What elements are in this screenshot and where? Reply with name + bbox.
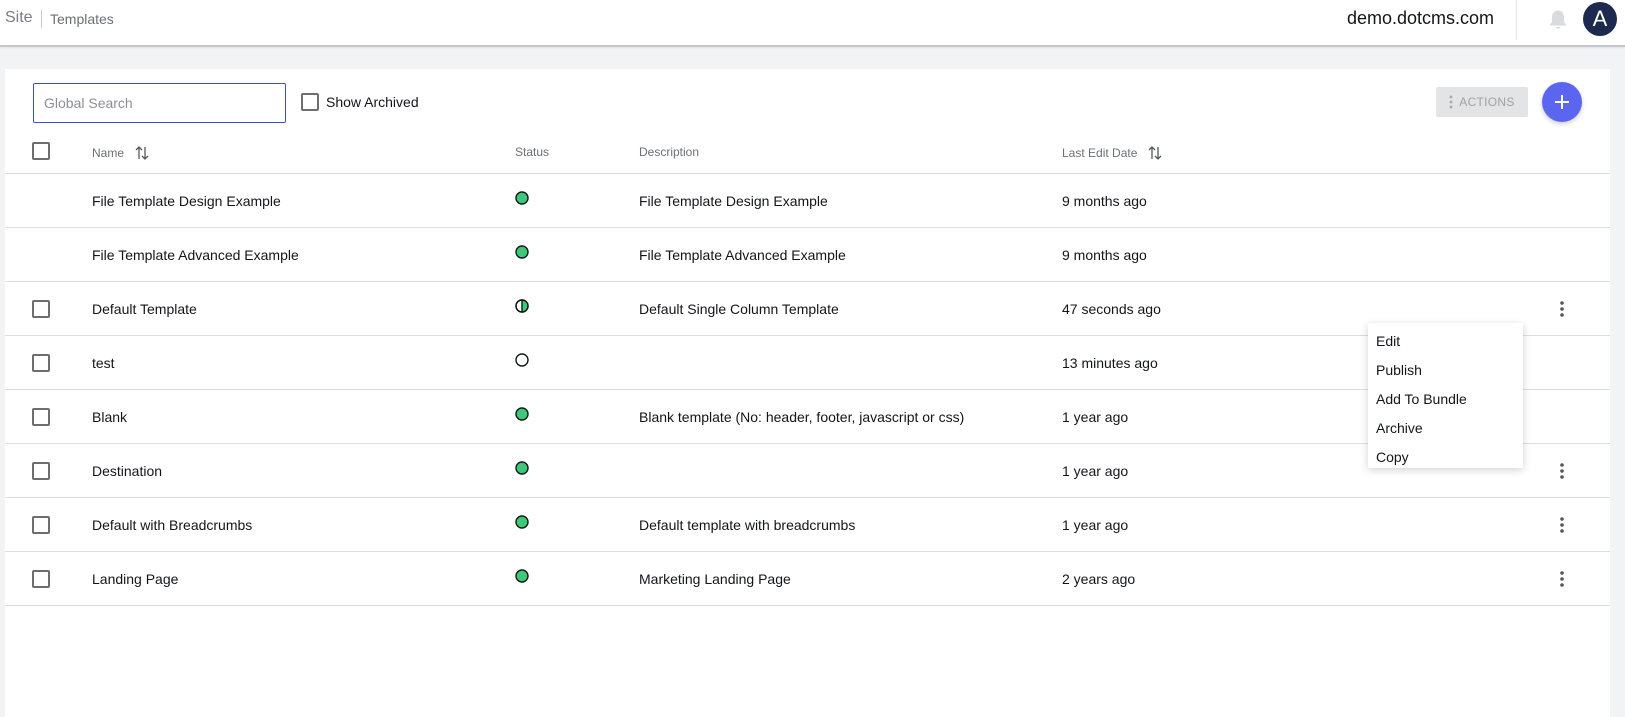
- table-row[interactable]: Landing Page Marketing Landing Page 2 ye…: [5, 552, 1610, 606]
- select-all-checkbox[interactable]: [32, 142, 50, 160]
- template-last-edit: 1 year ago: [1062, 409, 1129, 425]
- template-last-edit: 2 years ago: [1062, 571, 1136, 587]
- table-row[interactable]: File Template Design Example File Templa…: [5, 174, 1610, 228]
- table-row[interactable]: Default Template Default Single Column T…: [5, 282, 1610, 336]
- column-header-name[interactable]: Name: [92, 145, 150, 161]
- kebab-menu-icon[interactable]: [1554, 299, 1570, 319]
- bell-icon[interactable]: [1548, 9, 1568, 31]
- show-archived-toggle[interactable]: Show Archived: [301, 93, 419, 111]
- column-header-status: Status: [515, 145, 550, 159]
- top-bar: Site Templates demo.dotcms.com A: [0, 0, 1625, 47]
- template-last-edit: 1 year ago: [1062, 463, 1129, 479]
- published-status-icon: [515, 515, 529, 529]
- row-context-menu: Edit Publish Add To Bundle Archive Copy: [1368, 323, 1523, 468]
- template-description: Marketing Landing Page: [639, 571, 791, 587]
- template-name[interactable]: Landing Page: [92, 571, 179, 587]
- breadcrumb-page: Templates: [50, 11, 114, 27]
- column-header-description: Description: [639, 145, 700, 159]
- site-selector[interactable]: demo.dotcms.com: [1347, 8, 1495, 28]
- kebab-menu-icon[interactable]: [1554, 515, 1570, 535]
- template-last-edit: 1 year ago: [1062, 517, 1129, 533]
- published-status-icon: [515, 407, 529, 421]
- template-description: Default template with breadcrumbs: [639, 517, 856, 533]
- template-name[interactable]: File Template Design Example: [92, 193, 281, 209]
- template-last-edit: 9 months ago: [1062, 247, 1147, 263]
- row-checkbox[interactable]: [32, 408, 50, 426]
- menu-item-archive[interactable]: Archive: [1376, 420, 1423, 436]
- menu-item-edit[interactable]: Edit: [1376, 333, 1401, 349]
- row-checkbox[interactable]: [32, 516, 50, 534]
- vertical-dots-icon: [1449, 95, 1453, 109]
- template-name[interactable]: test: [92, 355, 115, 371]
- template-name[interactable]: Blank: [92, 409, 128, 425]
- menu-item-copy[interactable]: Copy: [1376, 449, 1409, 465]
- sort-arrows-icon[interactable]: [1147, 145, 1163, 161]
- add-template-button[interactable]: [1542, 82, 1582, 122]
- published-status-icon: [515, 191, 529, 205]
- template-name[interactable]: Default Template: [92, 301, 197, 317]
- published-status-icon: [515, 245, 529, 259]
- template-last-edit: 47 seconds ago: [1062, 301, 1161, 317]
- draft-status-icon: [515, 353, 529, 367]
- table-row[interactable]: File Template Advanced Example File Temp…: [5, 228, 1610, 282]
- template-description: File Template Advanced Example: [639, 247, 846, 263]
- template-description: Blank template (No: header, footer, java…: [639, 409, 965, 425]
- column-last-edit-label: Last Edit Date: [1062, 146, 1138, 160]
- breadcrumb-site[interactable]: Site: [5, 9, 33, 26]
- table-header: Name Status Description Last Edit Date: [5, 128, 1610, 174]
- published-status-icon: [515, 569, 529, 583]
- templates-panel: Show Archived ACTIONS Name Status Descri…: [5, 69, 1610, 717]
- actions-label: ACTIONS: [1459, 95, 1515, 109]
- changed-status-icon: [515, 299, 529, 313]
- breadcrumb-separator: [41, 10, 42, 28]
- column-name-label: Name: [92, 146, 125, 160]
- row-checkbox[interactable]: [32, 354, 50, 372]
- toolbar-divider: [1516, 0, 1517, 40]
- sort-arrows-icon[interactable]: [134, 145, 150, 161]
- kebab-menu-icon[interactable]: [1554, 569, 1570, 589]
- row-checkbox[interactable]: [32, 300, 50, 318]
- table-row[interactable]: test 13 minutes ago: [5, 336, 1610, 390]
- global-search-input[interactable]: [33, 83, 286, 123]
- template-name[interactable]: Destination: [92, 463, 163, 479]
- template-last-edit: 9 months ago: [1062, 193, 1147, 209]
- avatar[interactable]: A: [1583, 2, 1617, 36]
- column-header-last-edit-date[interactable]: Last Edit Date: [1062, 145, 1163, 161]
- menu-item-add-to-bundle[interactable]: Add To Bundle: [1376, 391, 1467, 407]
- template-last-edit: 13 minutes ago: [1062, 355, 1158, 371]
- table-row[interactable]: Default with Breadcrumbs Default templat…: [5, 498, 1610, 552]
- template-description: File Template Design Example: [639, 193, 828, 209]
- template-name[interactable]: File Template Advanced Example: [92, 247, 299, 263]
- actions-button[interactable]: ACTIONS: [1436, 87, 1528, 117]
- published-status-icon: [515, 461, 529, 475]
- table-row[interactable]: Blank Blank template (No: header, footer…: [5, 390, 1610, 444]
- show-archived-checkbox[interactable]: [301, 93, 319, 111]
- kebab-menu-icon[interactable]: [1554, 461, 1570, 481]
- row-checkbox[interactable]: [32, 570, 50, 588]
- template-description: Default Single Column Template: [639, 301, 839, 317]
- template-name[interactable]: Default with Breadcrumbs: [92, 517, 253, 533]
- table-row[interactable]: Destination 1 year ago: [5, 444, 1610, 498]
- show-archived-label: Show Archived: [326, 94, 419, 110]
- row-checkbox[interactable]: [32, 462, 50, 480]
- menu-item-publish[interactable]: Publish: [1376, 362, 1422, 378]
- plus-icon: [1555, 95, 1569, 109]
